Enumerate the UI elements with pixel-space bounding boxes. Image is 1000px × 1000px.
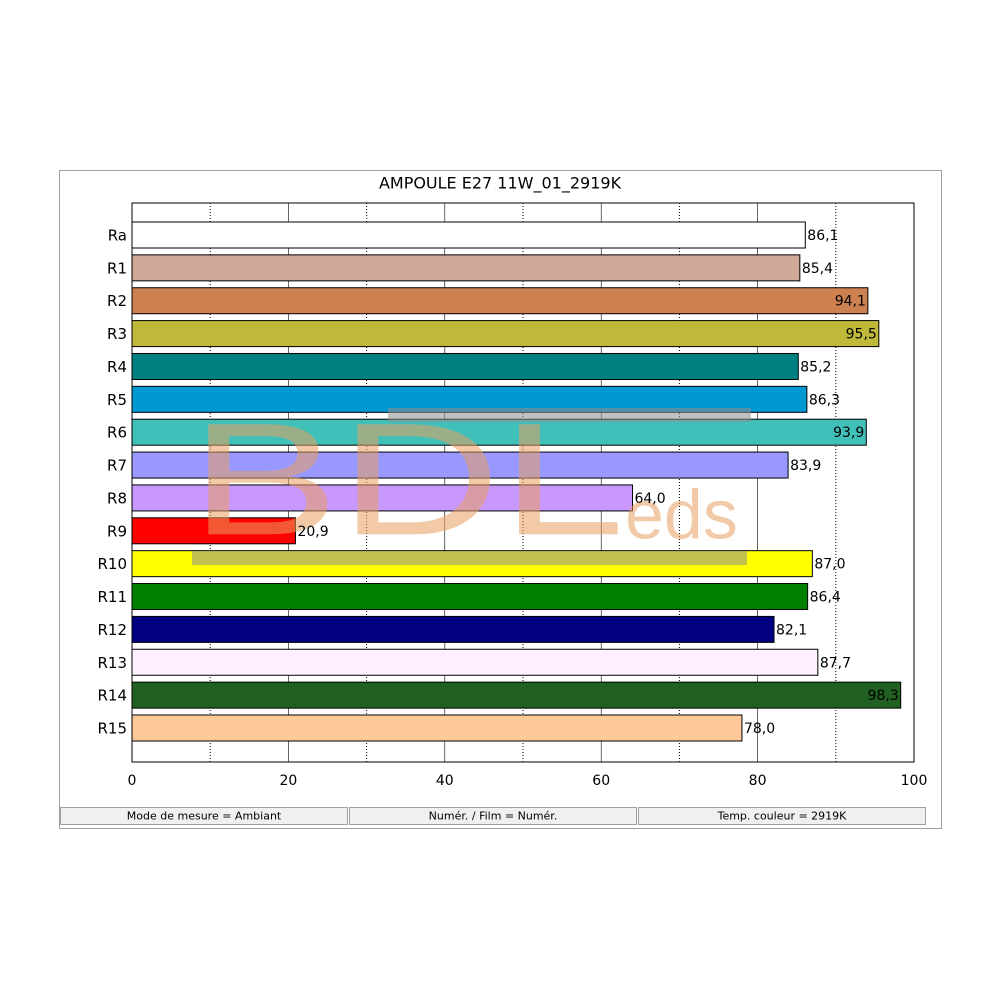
y-tick-label: R13 (97, 654, 127, 672)
chart-title: AMPOULE E27 11W_01_2919K (379, 174, 622, 194)
x-tick-label: 60 (592, 773, 610, 789)
bar (131, 615, 775, 643)
value-label: 20,9 (297, 524, 328, 540)
value-label: 87,0 (814, 557, 845, 573)
x-tick-label: 40 (436, 773, 454, 789)
y-tick-label: R1 (107, 259, 127, 277)
value-label: 93,9 (833, 425, 864, 441)
y-tick-label: R8 (107, 489, 127, 507)
y-tick-label: R14 (97, 687, 127, 705)
bar (131, 221, 806, 249)
watermark: BDL eds (190, 389, 751, 568)
value-label: 82,1 (776, 622, 807, 638)
value-label: 95,5 (846, 327, 877, 343)
bar (131, 320, 880, 348)
value-label: 78,0 (744, 721, 775, 737)
x-tick-label: 0 (128, 773, 137, 789)
value-label: 86,4 (810, 590, 841, 606)
y-tick-label: R5 (107, 391, 127, 409)
bar (131, 681, 902, 709)
y-tick-label: Ra (108, 227, 127, 245)
y-tick-label: R10 (97, 555, 127, 573)
status-cell (60, 807, 348, 825)
value-label: 98,3 (868, 688, 899, 704)
status-text: Mode de mesure = Ambiant (127, 810, 282, 823)
y-tick-label: R4 (107, 358, 127, 376)
y-tick-label: R9 (107, 522, 127, 540)
watermark-suffix: eds (625, 475, 738, 553)
y-tick-label: R3 (107, 325, 127, 343)
status-text: Temp. couleur = 2919K (717, 810, 848, 823)
value-label: 86,1 (807, 228, 838, 244)
value-label: 64,0 (634, 491, 665, 507)
y-tick-label: R11 (97, 588, 127, 606)
y-tick-label: R2 (107, 292, 127, 310)
bar (131, 714, 743, 742)
bar (131, 648, 819, 676)
bar (131, 287, 869, 315)
y-tick-label: R12 (97, 621, 127, 639)
value-label: 87,7 (820, 655, 851, 671)
value-label: 85,2 (800, 359, 831, 375)
plot-border (131, 202, 915, 763)
bar (131, 254, 801, 282)
value-label: 94,1 (835, 294, 866, 310)
bar (131, 352, 799, 380)
bar (131, 418, 867, 446)
x-tick-label: 100 (901, 773, 928, 789)
value-label: 83,9 (790, 458, 821, 474)
value-label: 86,3 (809, 392, 840, 408)
x-tick-label: 20 (279, 773, 297, 789)
watermark-main: BDL (190, 389, 625, 568)
x-tick-label: 80 (749, 773, 767, 789)
status-text: Numér. / Film = Numér. (429, 810, 558, 823)
status-cell (349, 807, 637, 825)
y-tick-label: R15 (97, 720, 127, 738)
bar (131, 484, 633, 512)
status-cell (638, 807, 926, 825)
watermark-bar (388, 408, 751, 422)
value-label: 85,4 (802, 261, 833, 277)
y-tick-label: R6 (107, 424, 127, 442)
y-tick-label: R7 (107, 457, 127, 475)
bar (131, 583, 809, 611)
watermark-bar (192, 551, 747, 565)
